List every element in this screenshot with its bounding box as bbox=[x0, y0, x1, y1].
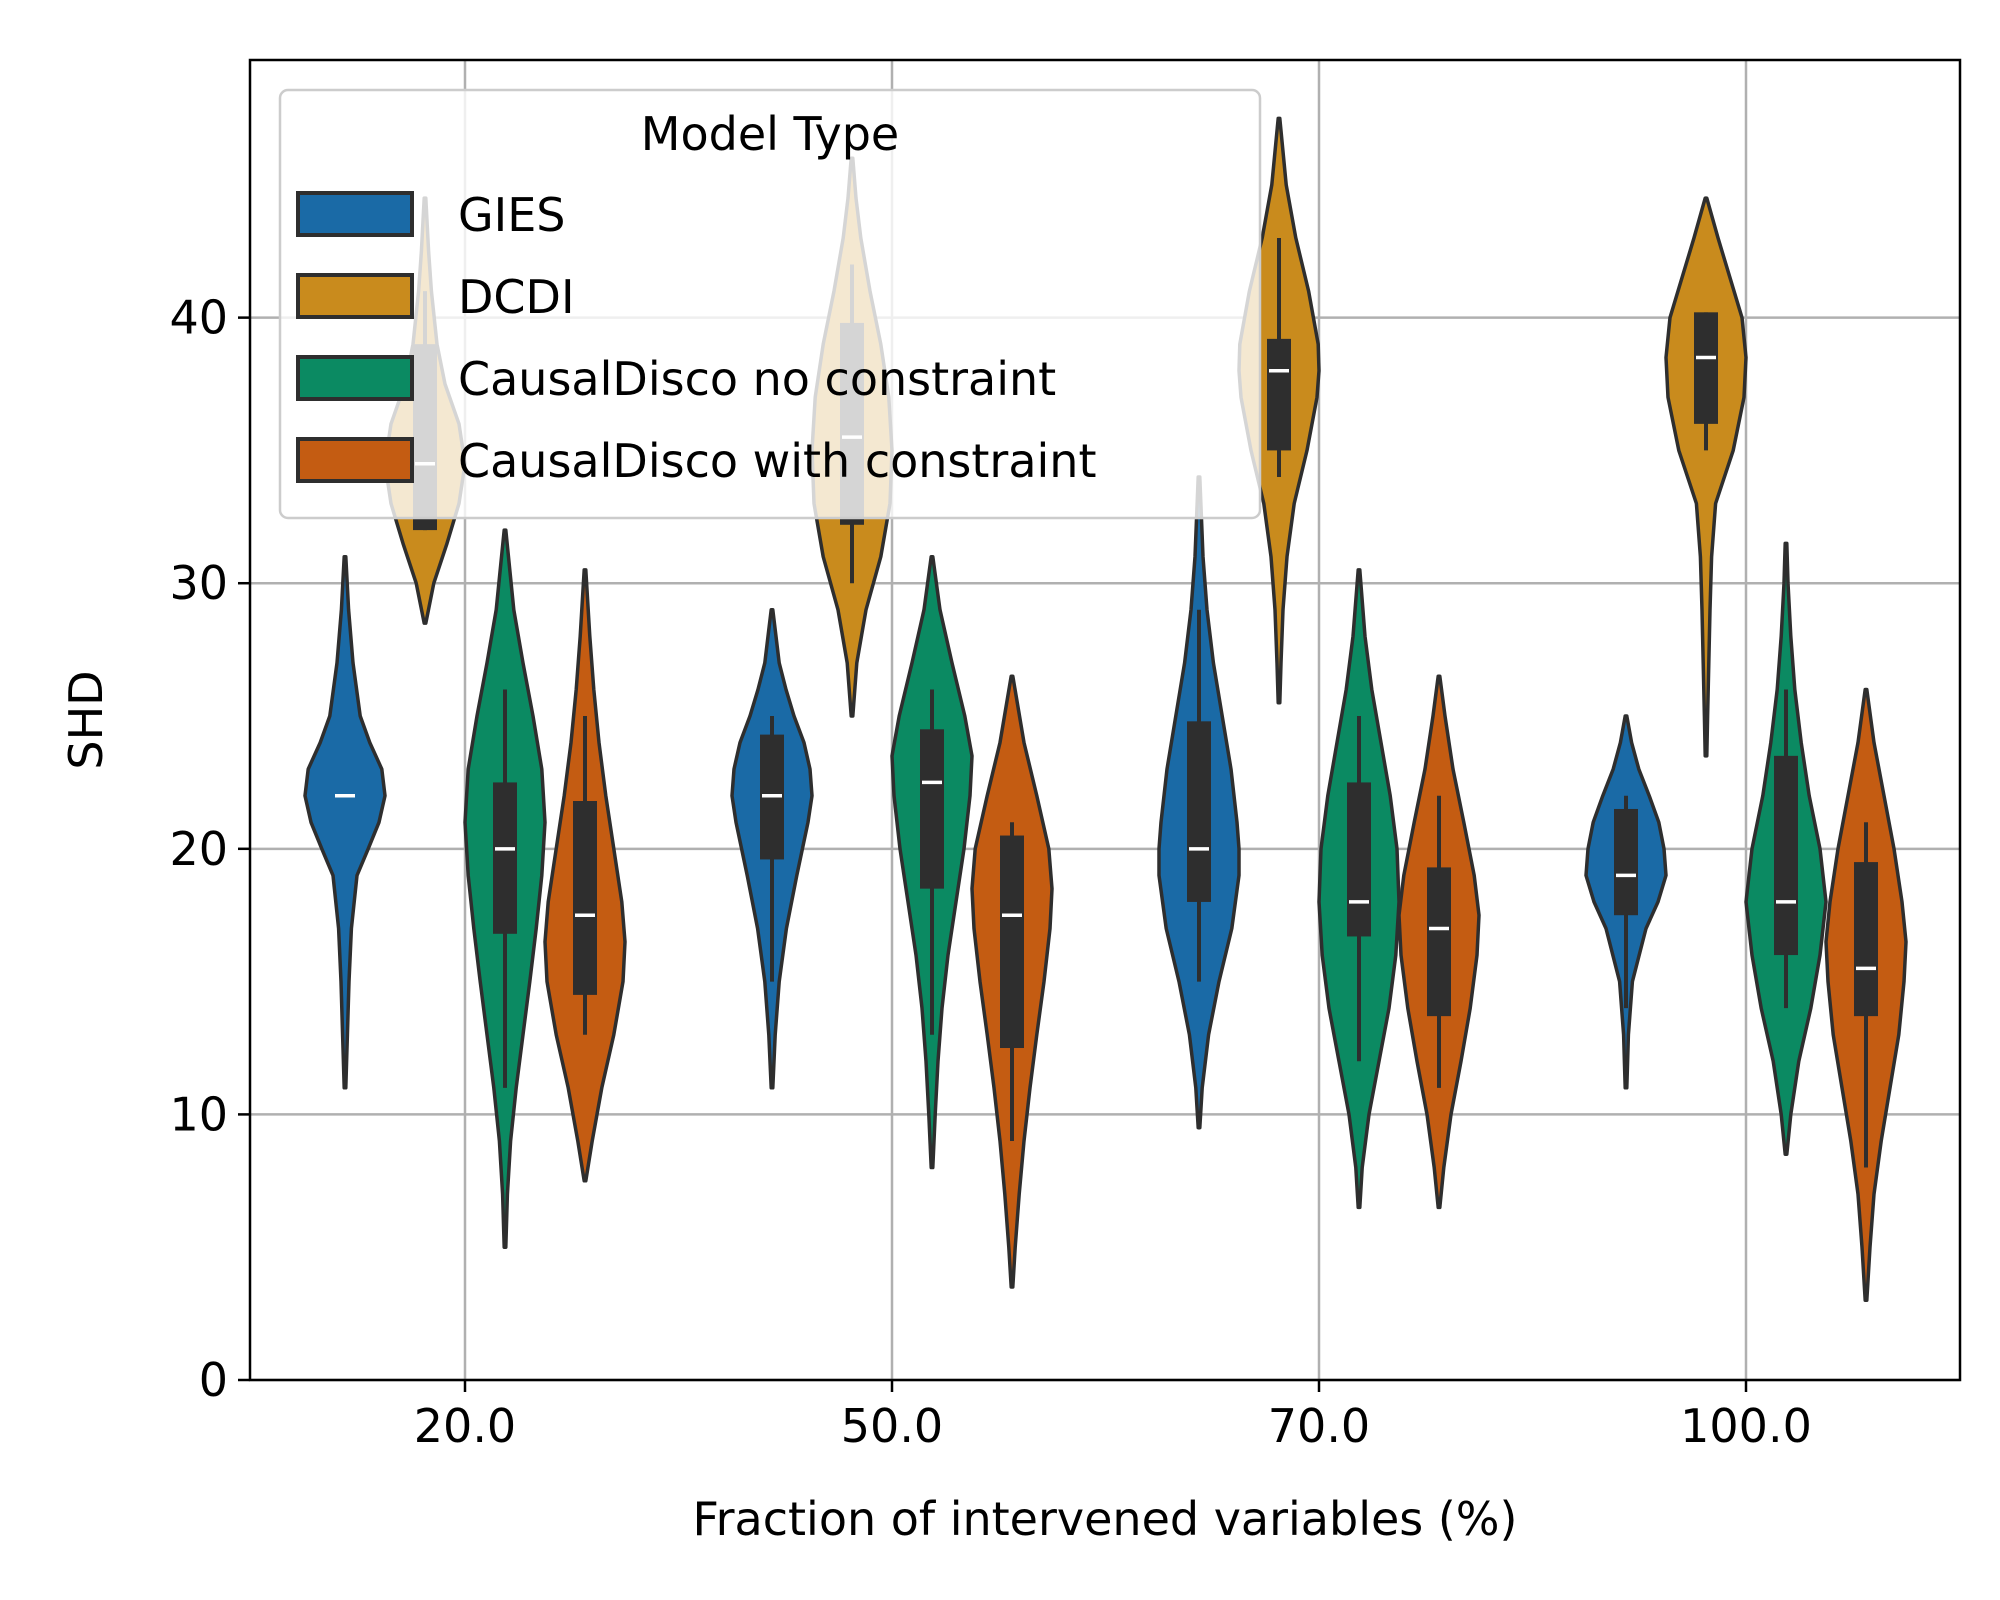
legend-label: DCDI bbox=[458, 270, 575, 324]
y-tick-label: 30 bbox=[169, 556, 228, 610]
legend-swatch bbox=[296, 191, 414, 237]
violin-iqr-box bbox=[493, 782, 517, 934]
y-tick-label: 20 bbox=[169, 822, 228, 876]
violin-iqr-box bbox=[920, 729, 944, 889]
violin-iqr-box bbox=[1267, 338, 1291, 451]
violin-iqr-box bbox=[1427, 867, 1451, 1017]
violin-iqr-box bbox=[1000, 835, 1024, 1049]
legend-label: CausalDisco no constraint bbox=[458, 352, 1056, 406]
legend-label: CausalDisco with constraint bbox=[458, 434, 1097, 488]
violin-body bbox=[1664, 196, 1748, 758]
x-tick-label: 100.0 bbox=[1680, 1399, 1812, 1453]
legend-title: Model Type bbox=[641, 107, 899, 161]
legend: Model Type GIES DCDI CausalDisco no constr… bbox=[278, 88, 1262, 520]
violin-iqr-box bbox=[1694, 312, 1718, 424]
violin-body bbox=[303, 554, 387, 1090]
violin-iqr-box bbox=[1854, 862, 1878, 1017]
x-tick-label: 50.0 bbox=[841, 1399, 943, 1453]
series-causaldisco-with-constraint bbox=[543, 568, 1908, 1303]
legend-swatch bbox=[296, 437, 414, 483]
violin-iqr-box bbox=[1187, 721, 1211, 902]
y-axis-ticks: 0 10 20 30 40 bbox=[169, 291, 250, 1407]
x-axis-label: Fraction of intervened variables (%) bbox=[693, 1492, 1518, 1546]
y-tick-label: 10 bbox=[169, 1087, 228, 1141]
violin-iqr-box bbox=[1774, 755, 1798, 956]
legend-frame bbox=[278, 88, 1262, 520]
series-gies bbox=[303, 475, 1668, 1130]
legend-swatch bbox=[296, 273, 414, 319]
x-tick-label: 70.0 bbox=[1268, 1399, 1370, 1453]
legend-swatch bbox=[296, 355, 414, 401]
y-tick-label: 0 bbox=[199, 1353, 228, 1407]
violin-iqr-box bbox=[573, 801, 597, 995]
y-tick-label: 40 bbox=[169, 291, 228, 345]
violin-iqr-box bbox=[1614, 808, 1638, 916]
axes-frame bbox=[248, 58, 1962, 1382]
x-tick-label: 20.0 bbox=[414, 1399, 516, 1453]
x-axis-ticks: 20.0 50.0 70.0 100.0 bbox=[414, 1380, 1812, 1453]
violin-iqr-box bbox=[1347, 782, 1371, 937]
series-causaldisco-no-constraint bbox=[463, 528, 1828, 1249]
y-axis-label: SHD bbox=[59, 670, 113, 769]
legend-entries: GIES DCDI CausalDisco no constraint CausalD… bbox=[296, 188, 1097, 488]
legend-label: GIES bbox=[458, 188, 565, 242]
